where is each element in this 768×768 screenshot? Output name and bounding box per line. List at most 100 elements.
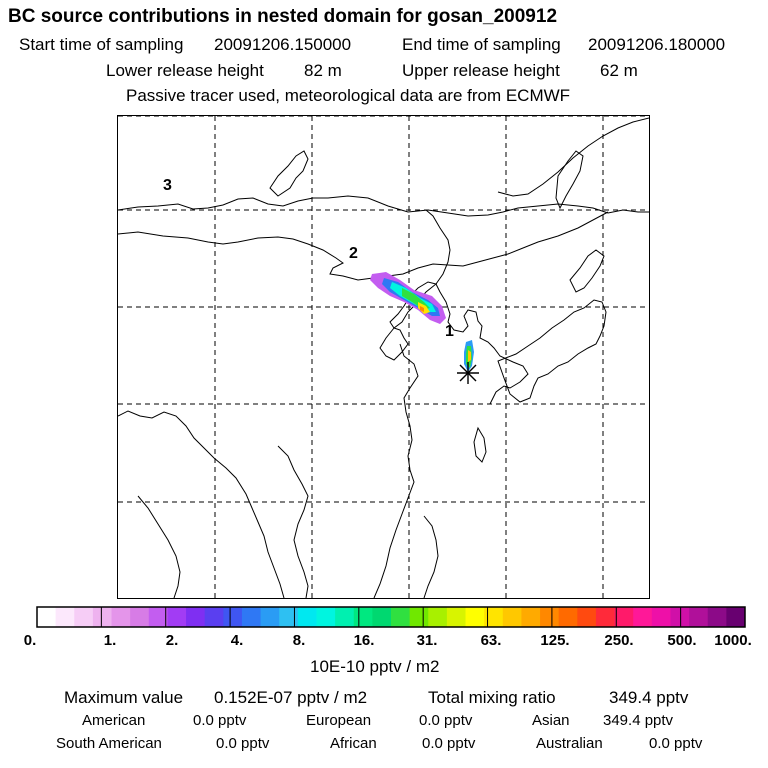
- colorbar-swatch: [148, 607, 168, 627]
- start-time-value: 20091206.150000: [214, 35, 352, 54]
- region-value: 0.0 pptv: [216, 735, 270, 752]
- region-name: Australian: [536, 735, 603, 752]
- coastline: [569, 249, 605, 293]
- end-time-label: End time of sampling: [402, 35, 561, 54]
- coastline: [555, 150, 584, 210]
- coastline: [137, 495, 181, 598]
- region-label-1: 1: [445, 323, 454, 340]
- coastline: [425, 209, 529, 405]
- colorbar-swatch: [484, 607, 504, 627]
- colorbar-swatch: [223, 607, 243, 627]
- contribution-plume: [370, 272, 474, 372]
- colorbar-swatch: [204, 607, 224, 627]
- colorbar-tick: 4.: [230, 632, 244, 649]
- colorbar-swatch: [446, 607, 467, 627]
- colorbar-swatch: [297, 607, 317, 627]
- colorbar-swatch: [651, 607, 671, 627]
- region-value: 349.4 pptv: [603, 712, 674, 729]
- region-boundary-3: [118, 195, 649, 217]
- lower-release-value: 82 m: [304, 61, 342, 80]
- coastline: [473, 426, 487, 463]
- coastline: [497, 299, 607, 403]
- colorbar-swatch: [74, 607, 94, 627]
- colorbar-tick: 16.: [353, 632, 375, 649]
- region-name: European: [306, 712, 372, 729]
- colorbar-swatch: [409, 607, 429, 627]
- region-value: 0.0 pptv: [193, 712, 247, 729]
- colorbar-unit: 10E-10 pptv / m2: [310, 657, 440, 676]
- colorbar-swatch: [241, 607, 262, 627]
- colorbar-swatch: [167, 607, 187, 627]
- colorbar-swatch: [260, 607, 280, 627]
- colorbar-swatch: [689, 607, 709, 627]
- colorbar-tick: 500.: [667, 632, 697, 649]
- colorbar-swatch: [37, 607, 57, 627]
- region-name: African: [330, 735, 377, 752]
- region-boundary-2: [118, 211, 609, 281]
- colorbar-swatch: [577, 607, 597, 627]
- colorbar-swatch: [428, 607, 448, 627]
- max-value-label: Maximum value: [64, 688, 184, 707]
- colorbar-swatch: [55, 607, 75, 627]
- colorbar-swatch: [633, 607, 653, 627]
- coastline: [373, 343, 419, 598]
- colorbar-tick: 1.: [103, 632, 117, 649]
- colorbar-swatch: [335, 607, 355, 627]
- colorbar-border: [36, 606, 746, 628]
- colorbar: [36, 606, 746, 633]
- receptor-marker-icon: [457, 362, 479, 384]
- colorbar-swatch: [279, 607, 299, 627]
- colorbar-tick: 63.: [480, 632, 502, 649]
- colorbar-swatch: [521, 607, 541, 627]
- region-value: 0.0 pptv: [649, 735, 703, 752]
- region-value: 0.0 pptv: [422, 735, 476, 752]
- plot-title: BC source contributions in nested domain…: [8, 6, 558, 27]
- total-mixing-label: Total mixing ratio: [428, 688, 556, 707]
- total-mixing-value: 349.4 pptv: [609, 688, 689, 707]
- region-name: American: [82, 712, 146, 729]
- colorbar-swatch: [670, 607, 690, 627]
- colorbar-swatch: [707, 607, 727, 627]
- coastline: [423, 515, 439, 598]
- colorbar-swatch: [186, 607, 206, 627]
- colorbar-tick: 250.: [604, 632, 634, 649]
- colorbar-swatch: [465, 607, 485, 627]
- colorbar-tick: 31.: [416, 632, 438, 649]
- colorbar-swatches: [36, 606, 746, 628]
- coastline: [497, 117, 649, 197]
- colorbar-swatch: [92, 607, 113, 627]
- colorbar-swatch: [316, 607, 336, 627]
- colorbar-swatch: [130, 607, 150, 627]
- colorbar-swatch: [353, 607, 373, 627]
- colorbar-swatch: [391, 607, 411, 627]
- tracer-note: Passive tracer used, meteorological data…: [126, 86, 571, 105]
- coastline: [379, 327, 409, 361]
- colorbar-swatch: [726, 607, 746, 627]
- colorbar-tick: 0.: [23, 632, 37, 649]
- map-grid: [118, 116, 649, 598]
- coastline: [277, 445, 309, 598]
- map-canvas: 3 2 1: [118, 116, 649, 598]
- lower-release-label: Lower release height: [106, 61, 264, 80]
- region-value: 0.0 pptv: [419, 712, 473, 729]
- upper-release-value: 62 m: [600, 61, 638, 80]
- start-time-label: Start time of sampling: [19, 35, 184, 54]
- colorbar-swatch: [558, 607, 578, 627]
- region-name: Asian: [532, 712, 570, 729]
- colorbar-swatch: [502, 607, 522, 627]
- colorbar-swatch: [595, 607, 616, 627]
- coastline: [118, 410, 285, 598]
- colorbar-tick: 2.: [165, 632, 179, 649]
- colorbar-swatch: [372, 607, 392, 627]
- colorbar-tick: 125.: [540, 632, 570, 649]
- region-label-2: 2: [349, 245, 358, 262]
- colorbar-swatch: [111, 607, 131, 627]
- region-name: South American: [56, 735, 162, 752]
- max-value: 0.152E-07 pptv / m2: [214, 688, 368, 707]
- colorbar-tick: 1000.: [714, 632, 752, 649]
- colorbar-swatch: [540, 607, 560, 627]
- region-label-3: 3: [163, 177, 172, 194]
- colorbar-swatch: [614, 607, 634, 627]
- footprint-map: 3 2 1: [117, 115, 650, 599]
- end-time-value: 20091206.180000: [588, 35, 726, 54]
